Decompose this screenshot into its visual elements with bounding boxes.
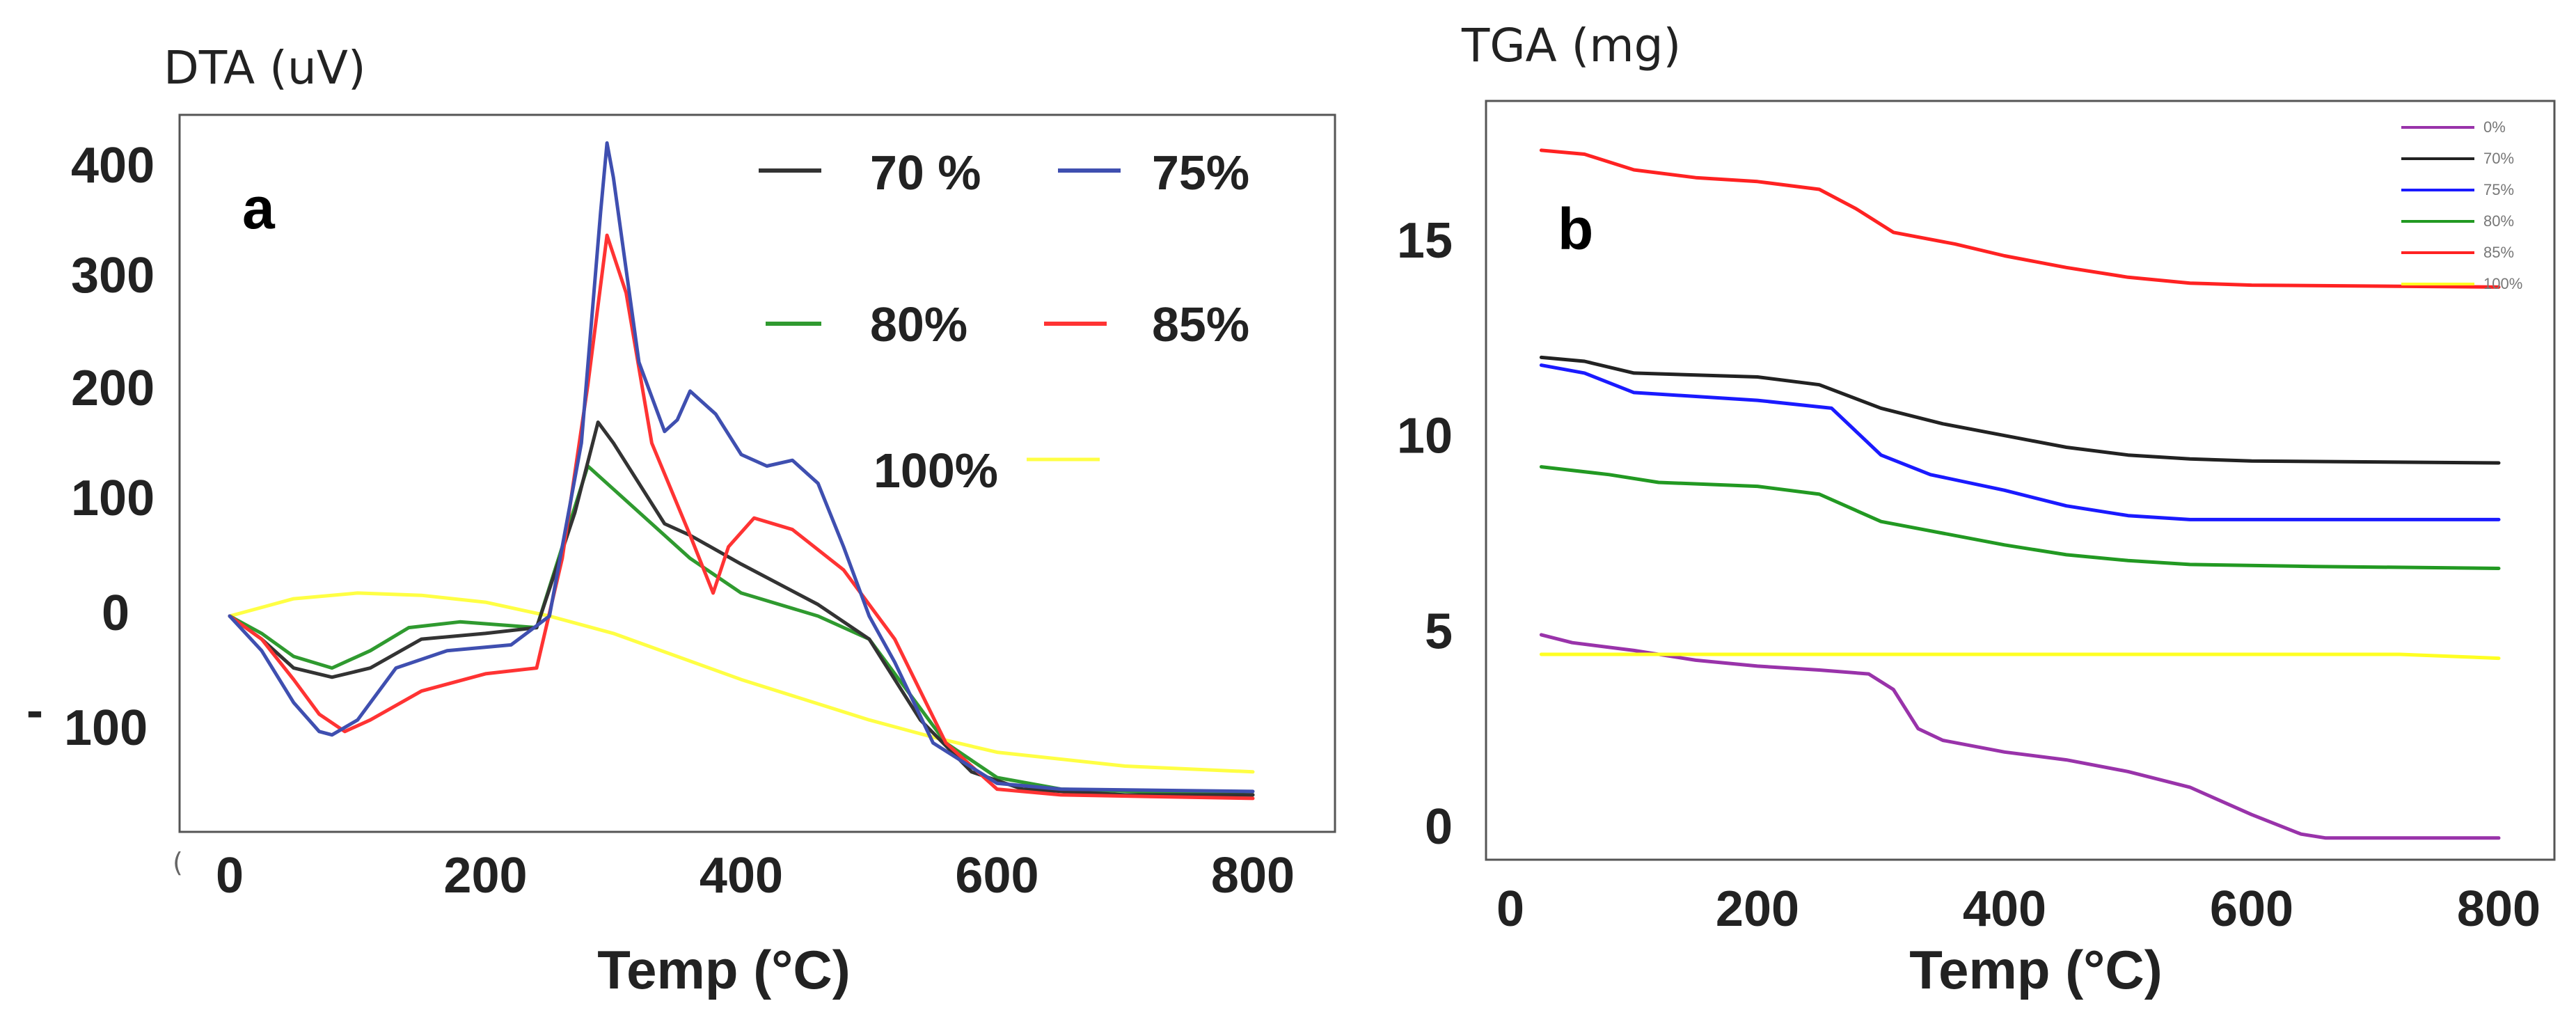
tga-series-line-85 (1539, 148, 2501, 289)
dta-y-tick-label: 400 (71, 138, 155, 194)
dta-legend-label-85: 85% (1152, 297, 1249, 352)
tga-series-line-100 (1539, 652, 2501, 661)
tga-series-line-75 (1539, 363, 2501, 521)
tga-legend-label-100: 100% (2483, 275, 2522, 292)
dta-x-tick-label: 0 (216, 848, 244, 904)
dta-series-line-80 (228, 464, 1255, 797)
tga-y-ticks: 15 10 5 0 (1397, 213, 1453, 855)
tga-legend: 0% 70% 75% 80% 85% 100% (2401, 118, 2522, 292)
dta-x-tick-label: 800 (1211, 848, 1295, 904)
dta-legend-label-75: 75% (1152, 145, 1249, 200)
dta-x-tick-label: 400 (700, 848, 783, 904)
dta-series-group (228, 141, 1255, 801)
tga-panel-letter: b (1558, 196, 1593, 262)
tga-x-ticks: 0 200 400 600 800 (1496, 881, 2541, 937)
tga-panel: TGA (mg) b 15 10 5 0 0 200 400 600 800 T… (1397, 19, 2556, 1000)
tga-x-axis-title: Temp (°C) (1909, 939, 2162, 1000)
tga-legend-label-0: 0% (2483, 118, 2506, 136)
dta-plot-frame (178, 113, 1336, 833)
tga-y-axis-title: TGA (mg) (1461, 19, 1681, 72)
dta-legend-label-80: 80% (870, 297, 967, 352)
dta-series-line-70 (228, 420, 1255, 797)
tga-x-tick-label: 800 (2457, 881, 2541, 937)
dta-legend-label-70: 70 % (870, 145, 981, 200)
dta-stray-corner-mark: ( (173, 847, 183, 878)
dta-legend: 70 % 75% 80% 85% 100% (759, 145, 1249, 498)
tga-y-tick-label: 5 (1425, 604, 1453, 659)
dta-x-tick-label: 200 (443, 848, 527, 904)
dta-y-axis-title: DTA (uV) (164, 41, 366, 95)
tga-x-tick-label: 0 (1496, 881, 1524, 937)
tga-series-line-0 (1539, 633, 2501, 840)
dta-series-line-85 (228, 233, 1255, 801)
dta-panel-letter: a (242, 175, 276, 241)
dta-x-axis-title: Temp (°C) (597, 939, 850, 1000)
tga-x-tick-label: 600 (2210, 881, 2293, 937)
tga-series-line-80 (1539, 465, 2501, 570)
dta-series-line-100 (228, 591, 1255, 774)
dta-y-tick-label: 300 (71, 248, 155, 304)
dta-y-ticks: 400 300 200 100 0 100 - (26, 138, 155, 756)
tga-y-tick-label: 15 (1397, 213, 1453, 269)
tga-series-group (1539, 148, 2501, 840)
dta-y-tick-label: 0 (102, 585, 129, 641)
dta-y-tick-label: 200 (71, 361, 155, 416)
tga-legend-label-80: 80% (2483, 212, 2514, 230)
dta-panel: DTA (uV) a 400 300 200 100 0 100 - ( 0 2… (26, 41, 1336, 1000)
dta-x-ticks: 0 200 400 600 800 (216, 848, 1295, 904)
dta-y-tick-label: 100 (71, 471, 155, 526)
dta-x-tick-label: 600 (955, 848, 1038, 904)
tga-legend-label-75: 75% (2483, 181, 2514, 198)
tga-legend-label-70: 70% (2483, 150, 2514, 167)
tga-y-tick-label: 10 (1397, 409, 1453, 464)
dta-legend-label-100: 100% (874, 443, 998, 498)
tga-x-tick-label: 400 (1963, 881, 2046, 937)
dta-series-line-75 (228, 141, 1255, 794)
dta-stray-minus-mark: - (26, 683, 43, 739)
tga-plot-frame (1485, 100, 2556, 861)
tga-y-tick-label: 0 (1425, 799, 1453, 855)
tga-x-tick-label: 200 (1716, 881, 1799, 937)
tga-legend-label-85: 85% (2483, 244, 2514, 261)
dta-y-tick-label: 100 (64, 700, 148, 756)
tga-series-line-70 (1539, 355, 2501, 465)
